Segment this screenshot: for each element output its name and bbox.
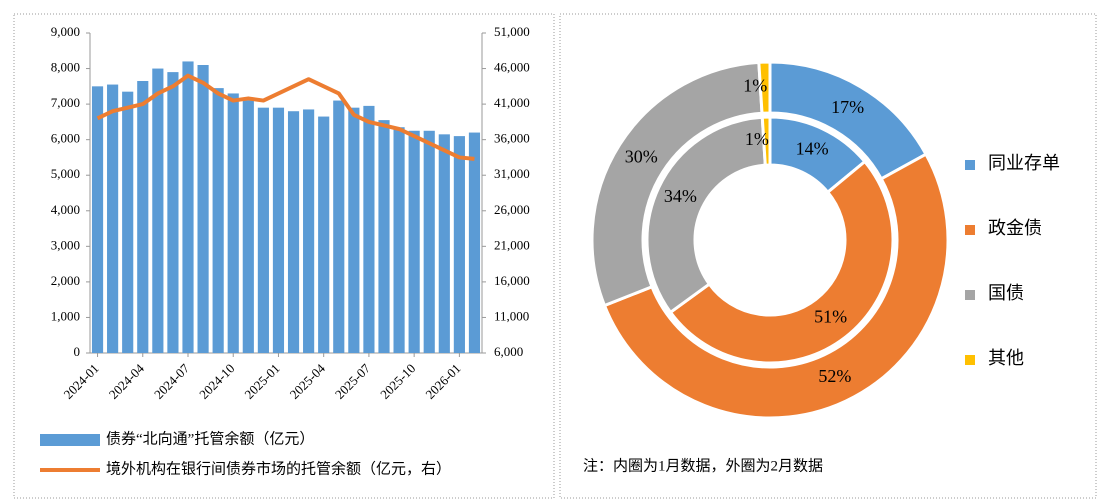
bar	[182, 61, 194, 353]
bar	[393, 127, 405, 353]
y-tick-label: 2,000	[51, 273, 80, 288]
y2-tick-label: 51,000	[494, 24, 530, 39]
y2-tick-label: 16,000	[494, 273, 530, 288]
bar	[91, 86, 104, 353]
bar	[152, 68, 164, 354]
legend-label: 国债	[988, 283, 1024, 303]
donut-slice	[757, 60, 772, 115]
y-tick-label: 8,000	[51, 60, 80, 75]
x-tick-label: 2025-07	[332, 360, 374, 402]
x-tick-label: 2026-01	[422, 361, 463, 402]
note: 注：内圈为1月数据，外圈为2月数据	[583, 457, 823, 474]
bar	[257, 107, 269, 354]
bar	[122, 91, 134, 354]
y2-tick-label: 6,000	[494, 344, 523, 359]
bar	[242, 100, 254, 353]
legend-label: 其他	[988, 348, 1024, 368]
donut-slice	[760, 115, 772, 167]
bar	[423, 130, 435, 353]
data-label: 1%	[745, 129, 769, 149]
donut-slice	[645, 115, 767, 315]
bar	[363, 105, 375, 353]
x-tick-label: 2024-10	[196, 361, 237, 402]
y-tick-label: 6,000	[51, 131, 80, 146]
legend-swatch	[965, 160, 975, 170]
y-tick-label: 5,000	[51, 166, 80, 181]
legend-swatch	[965, 355, 975, 365]
bar	[348, 107, 360, 354]
data-label: 1%	[743, 76, 767, 96]
right-panel	[559, 13, 1097, 499]
bar	[107, 84, 119, 354]
x-tick-label: 2024-01	[61, 361, 102, 402]
legend-label: 境外机构在银行间债券市场的托管余额（亿元，右）	[106, 459, 451, 477]
bar	[303, 109, 315, 353]
y2-tick-label: 11,000	[494, 308, 529, 323]
bar	[197, 65, 209, 353]
legend-label: 同业存单	[988, 153, 1060, 173]
bar	[137, 81, 149, 353]
x-tick-label: 2024-07	[151, 360, 193, 402]
y-tick-label: 3,000	[51, 237, 80, 252]
data-label: 30%	[625, 146, 658, 166]
donut-slice	[590, 60, 764, 308]
bar	[333, 100, 345, 353]
bar	[212, 88, 224, 353]
y2-tick-label: 31,000	[494, 166, 530, 181]
bar	[453, 136, 465, 353]
line	[96, 73, 475, 161]
bar	[318, 116, 330, 353]
data-label: 52%	[818, 366, 851, 386]
data-label: 14%	[796, 139, 829, 159]
legend-label: 债券“北向通”托管余额（亿元）	[106, 429, 314, 447]
legend-swatch	[965, 290, 975, 300]
bar	[468, 132, 481, 353]
x-tick-label: 2024-04	[106, 360, 148, 402]
y2-tick-label: 21,000	[494, 237, 530, 252]
x-tick-label: 2025-10	[377, 361, 418, 402]
y-tick-label: 1,000	[51, 308, 80, 323]
y2-tick-label: 26,000	[494, 202, 530, 217]
donut-slice	[602, 152, 950, 420]
y2-tick-label: 41,000	[494, 95, 530, 110]
bar	[227, 93, 239, 353]
y-tick-label: 7,000	[51, 95, 80, 110]
bar	[167, 72, 179, 353]
y-tick-label: 9,000	[51, 24, 80, 39]
data-label: 34%	[664, 186, 697, 206]
bar	[378, 120, 390, 353]
legend-swatch	[40, 434, 100, 446]
left-panel	[13, 13, 555, 499]
x-tick-label: 2025-01	[241, 361, 282, 402]
y-tick-label: 4,000	[51, 202, 80, 217]
y2-tick-label: 46,000	[494, 60, 530, 75]
bar	[272, 107, 285, 354]
y2-tick-label: 36,000	[494, 131, 530, 146]
x-tick-label: 2025-04	[287, 360, 329, 402]
bar	[438, 134, 450, 353]
donut-slice	[668, 159, 895, 365]
data-label: 51%	[814, 306, 847, 326]
legend-swatch	[965, 225, 975, 235]
legend-label: 政金债	[988, 218, 1042, 238]
data-label: 17%	[831, 97, 864, 117]
bar	[408, 130, 420, 353]
bar	[287, 111, 300, 353]
y-tick-label: 0	[74, 344, 81, 359]
